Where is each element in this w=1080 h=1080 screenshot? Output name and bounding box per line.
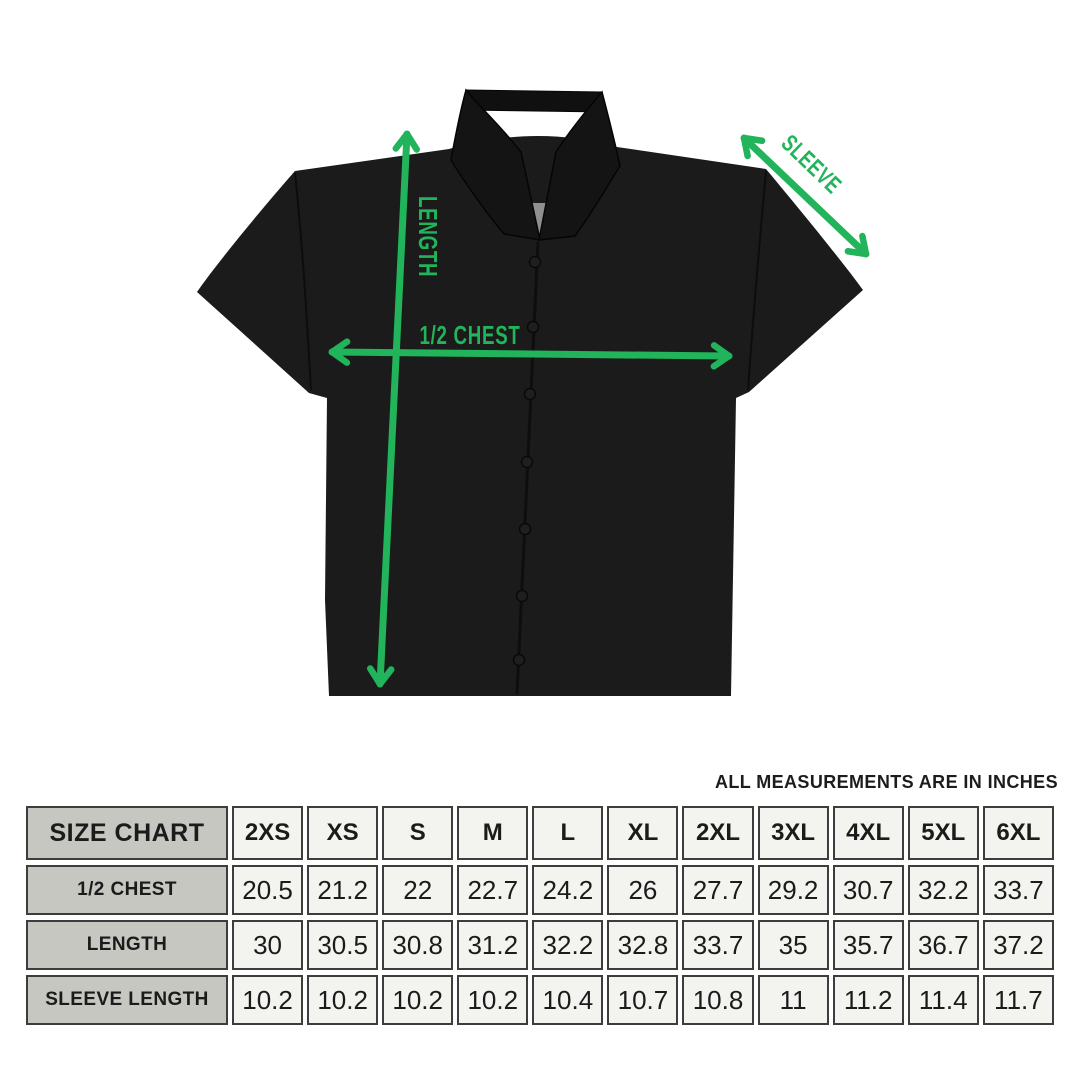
length-arrow-label: LENGTH xyxy=(413,196,443,277)
size-column-header: M xyxy=(457,806,529,860)
measurement-value: 32.2 xyxy=(907,865,979,915)
left-sleeve-seam xyxy=(294,172,312,391)
measurement-value: 11.2 xyxy=(832,975,904,1025)
size-chart-title: SIZE CHART xyxy=(26,806,228,860)
sleeve-arrow xyxy=(740,134,870,258)
size-column-header: S xyxy=(382,806,454,860)
size-column-header: 3XL xyxy=(757,806,829,860)
chest-arrow xyxy=(328,338,733,370)
size-column-header: 6XL xyxy=(982,806,1054,860)
measurement-value: 10.2 xyxy=(232,975,304,1025)
measurement-value: 11.4 xyxy=(907,975,979,1025)
measurement-value: 32.8 xyxy=(607,920,679,970)
measurement-value: 11 xyxy=(757,975,829,1025)
measurement-value: 30.8 xyxy=(382,920,454,970)
measurement-value: 29.2 xyxy=(757,865,829,915)
size-column-header: XL xyxy=(607,806,679,860)
size-column-header: 4XL xyxy=(832,806,904,860)
measurement-value: 33.7 xyxy=(982,865,1054,915)
measurement-value: 20.5 xyxy=(232,865,304,915)
measurement-value: 35 xyxy=(757,920,829,970)
measurement-row-label: LENGTH xyxy=(26,920,228,970)
measurement-value: 21.2 xyxy=(307,865,379,915)
size-column-header: L xyxy=(532,806,604,860)
shirt-buttons xyxy=(512,255,542,667)
length-arrow xyxy=(366,130,421,688)
measurement-row: SLEEVE LENGTH 10.2 10.2 10.2 10.2 10.4 10.7 10.… xyxy=(26,975,1054,1025)
measurement-value: 27.7 xyxy=(682,865,754,915)
size-column-header: 5XL xyxy=(907,806,979,860)
measurement-value: 24.2 xyxy=(532,865,604,915)
measurement-value: 32.2 xyxy=(532,920,604,970)
measurement-value: 37.2 xyxy=(982,920,1054,970)
measurement-value: 10.2 xyxy=(457,975,529,1025)
sleeve-arrow-label: SLEEVE xyxy=(776,130,846,199)
shirt-measurement-diagram: LENGTH 1/2 CHEST SLEEVE xyxy=(197,88,870,696)
size-chart-table: SIZE CHART 2XS XS S M L XL 2XL 3XL 4XL 5XL 6XL 1/2 C… xyxy=(22,801,1058,1030)
measurement-value: 10.2 xyxy=(307,975,379,1025)
collar-back-band xyxy=(462,89,606,113)
measurement-value: 31.2 xyxy=(457,920,529,970)
shirt-illustration xyxy=(197,88,863,696)
size-column-header: 2XS xyxy=(232,806,304,860)
measurement-value: 10.4 xyxy=(532,975,604,1025)
measurement-value: 30.7 xyxy=(832,865,904,915)
measurement-value: 11.7 xyxy=(982,975,1054,1025)
chest-arrow-label: 1/2 CHEST xyxy=(419,320,520,350)
measurement-row-label: 1/2 CHEST xyxy=(26,865,228,915)
measurement-value: 30 xyxy=(232,920,304,970)
size-column-header: XS xyxy=(307,806,379,860)
measurement-value: 10.2 xyxy=(382,975,454,1025)
measurement-value: 33.7 xyxy=(682,920,754,970)
measurement-value: 22.7 xyxy=(457,865,529,915)
size-chart-header-row: SIZE CHART 2XS XS S M L XL 2XL 3XL 4XL 5XL 6XL xyxy=(26,806,1054,860)
measurement-value: 36.7 xyxy=(907,920,979,970)
measurement-value: 10.7 xyxy=(607,975,679,1025)
measurement-value: 10.8 xyxy=(682,975,754,1025)
measurement-row: LENGTH 30 30.5 30.8 31.2 32.2 32.8 33.7 35 35.7 36… xyxy=(26,920,1054,970)
measurement-row: 1/2 CHEST 20.5 21.2 22 22.7 24.2 26 27.7 29.2 30.… xyxy=(26,865,1054,915)
size-column-header: 2XL xyxy=(682,806,754,860)
measurement-value: 30.5 xyxy=(307,920,379,970)
units-note: ALL MEASUREMENTS ARE IN INCHES xyxy=(714,772,1058,792)
measurement-value: 35.7 xyxy=(832,920,904,970)
collar-left-lapel xyxy=(450,88,541,241)
measurement-value: 22 xyxy=(382,865,454,915)
size-chart-section: SIZE CHART 2XS XS S M L XL 2XL 3XL 4XL 5XL 6XL 1/2 C… xyxy=(22,801,1058,1030)
collar-right-lapel xyxy=(538,90,621,241)
measurement-value: 26 xyxy=(607,865,679,915)
measurement-row-label: SLEEVE LENGTH xyxy=(26,975,228,1025)
